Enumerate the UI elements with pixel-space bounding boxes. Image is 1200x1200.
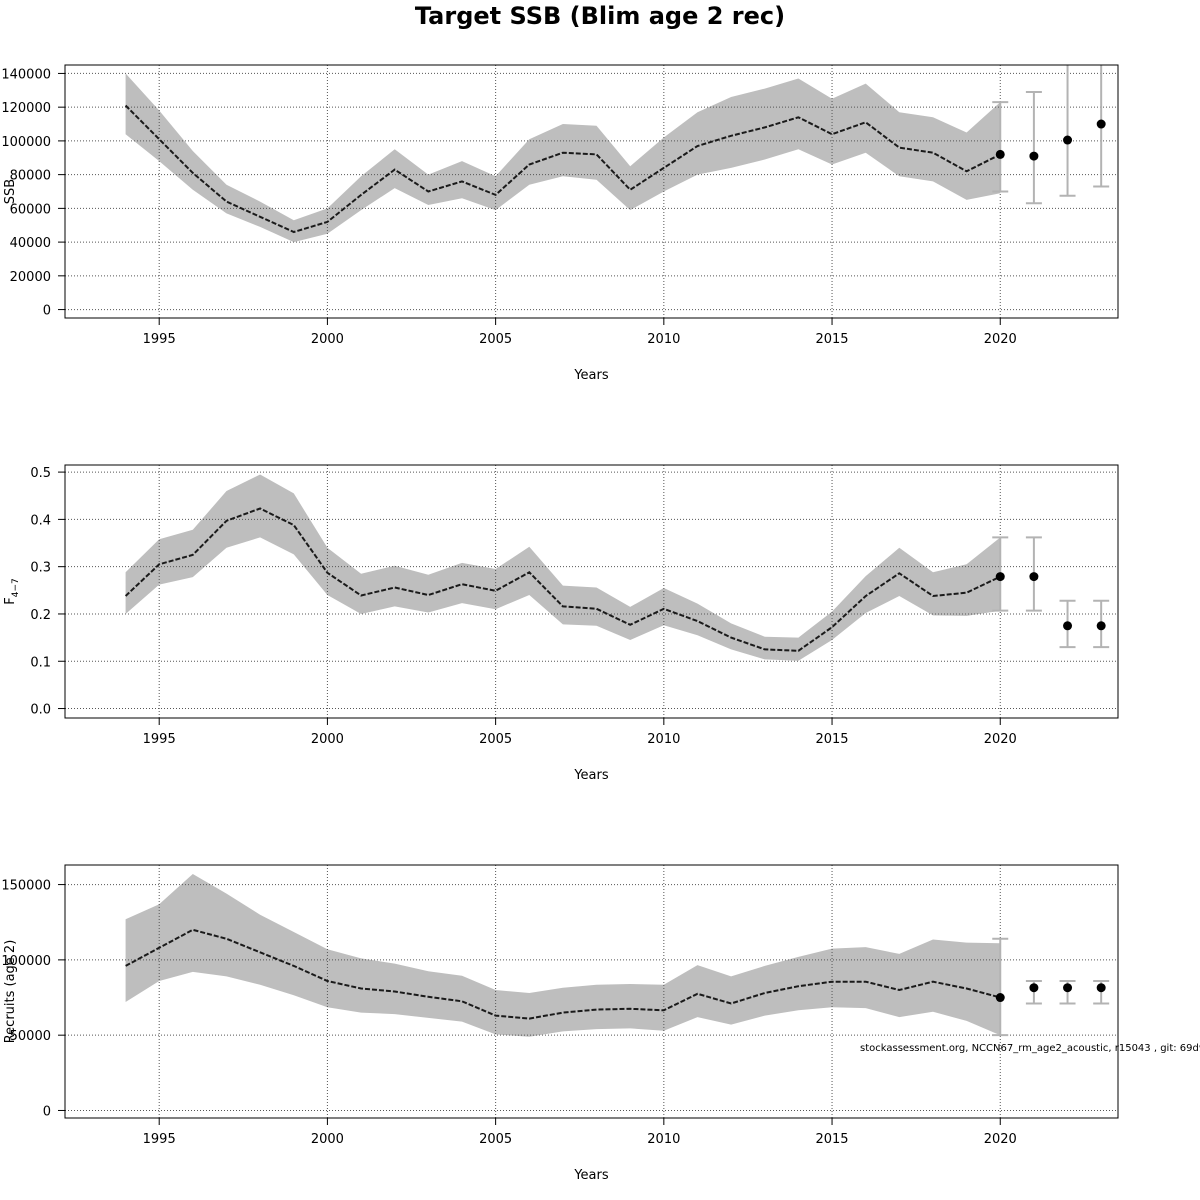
forecast-point <box>1029 151 1039 161</box>
x-tick-label: 1995 <box>143 732 176 747</box>
y-tick-label: 50000 <box>10 1029 51 1044</box>
forecast-point <box>1029 983 1039 993</box>
plot-frame <box>64 464 1119 719</box>
chart-panel-2: 1995 2000 2005 2010 2015 2020 0.0 0.1 0.2 0.3 0.4 0… <box>3 464 1119 783</box>
y-tick-label: 80000 <box>10 169 51 184</box>
forecast-point <box>1063 983 1073 993</box>
x-tick-label: 2020 <box>984 732 1017 747</box>
forecast-errorbar <box>992 101 1009 193</box>
x-tick-label: 2000 <box>311 332 344 347</box>
y-tick-label: 100000 <box>1 954 51 969</box>
y-tick-label: 140000 <box>1 67 51 82</box>
y-tick-label: 0.3 <box>30 561 51 576</box>
x-tick-label: 1995 <box>143 332 176 347</box>
forecast-point <box>1029 572 1039 582</box>
y-tick-label: 20000 <box>10 270 51 285</box>
y-tick-label: 0.4 <box>30 513 51 528</box>
forecast-point <box>1063 621 1073 631</box>
chart-title: Target SSB (Blim age 2 rec) <box>414 2 786 30</box>
plot-area <box>65 65 1118 318</box>
y-tick-label: 0.2 <box>30 608 51 623</box>
y-axis-label: Recruits (age 2) <box>3 940 18 1044</box>
estimate-line <box>124 104 1001 234</box>
y-tick-label: 40000 <box>10 236 51 251</box>
forecast-point <box>1063 135 1073 145</box>
y-tick-label: 60000 <box>10 202 51 217</box>
y-axis-label-subscript: 4−7 <box>11 578 21 597</box>
x-tick-label: 2015 <box>815 1132 848 1147</box>
x-axis-label: Years <box>573 368 609 383</box>
estimate-line <box>124 507 1001 652</box>
plot-area <box>65 865 1118 1118</box>
y-tick-label: 120000 <box>1 101 51 116</box>
x-tick-label: 2005 <box>479 332 512 347</box>
x-tick-label: 2000 <box>311 1132 344 1147</box>
forecast-point <box>995 572 1005 582</box>
plot-frame <box>64 864 1119 1119</box>
confidence-band <box>125 474 1001 661</box>
x-tick-label: 2005 <box>479 1132 512 1147</box>
x-axis-label: Years <box>573 1168 609 1183</box>
forecast-errorbar <box>1059 65 1076 197</box>
forecast-point <box>1096 119 1106 129</box>
y-axis-label: F4−7 <box>3 578 21 604</box>
footnote-text: stockassessment.org, NCCN67_rm_age2_acou… <box>860 1043 1200 1054</box>
y-axis-label: SSB <box>3 179 18 204</box>
x-tick-label: 2010 <box>647 732 680 747</box>
y-tick-label: 0 <box>43 1104 51 1119</box>
forecast-point <box>995 149 1005 159</box>
forecast-point <box>1096 621 1106 631</box>
confidence-band <box>125 874 1001 1037</box>
y-tick-label: 100000 <box>1 135 51 150</box>
y-tick-label: 0.1 <box>30 655 51 670</box>
plot-area <box>65 465 1118 718</box>
x-tick-label: 2015 <box>815 732 848 747</box>
forecast-errorbar <box>1025 90 1042 205</box>
x-tick-label: 2020 <box>984 332 1017 347</box>
forecast-errorbar <box>992 937 1009 1037</box>
y-tick-label: 0 <box>43 304 51 319</box>
forecast-point <box>1096 983 1106 993</box>
y-tick-label: 0.0 <box>30 703 51 718</box>
x-tick-label: 2015 <box>815 332 848 347</box>
x-tick-label: 2020 <box>984 1132 1017 1147</box>
chart-panel-3: 1995 2000 2005 2010 2015 2020 0 50000 100000 1500… <box>1 864 1119 1183</box>
x-tick-label: 2010 <box>647 332 680 347</box>
y-tick-label: 150000 <box>1 879 51 894</box>
confidence-band <box>125 73 1001 243</box>
forecast-point <box>995 993 1005 1003</box>
chart-panel-1: 1995 2000 2005 2010 2015 2020 0 20000 40000 60000… <box>1 64 1119 383</box>
plot-frame <box>64 64 1119 319</box>
x-tick-label: 2000 <box>311 732 344 747</box>
x-tick-label: 2010 <box>647 1132 680 1147</box>
x-axis-label: Years <box>573 768 609 783</box>
x-tick-label: 2005 <box>479 732 512 747</box>
x-tick-label: 1995 <box>143 1132 176 1147</box>
estimate-line <box>125 928 1001 1020</box>
y-tick-label: 0.5 <box>30 466 51 481</box>
